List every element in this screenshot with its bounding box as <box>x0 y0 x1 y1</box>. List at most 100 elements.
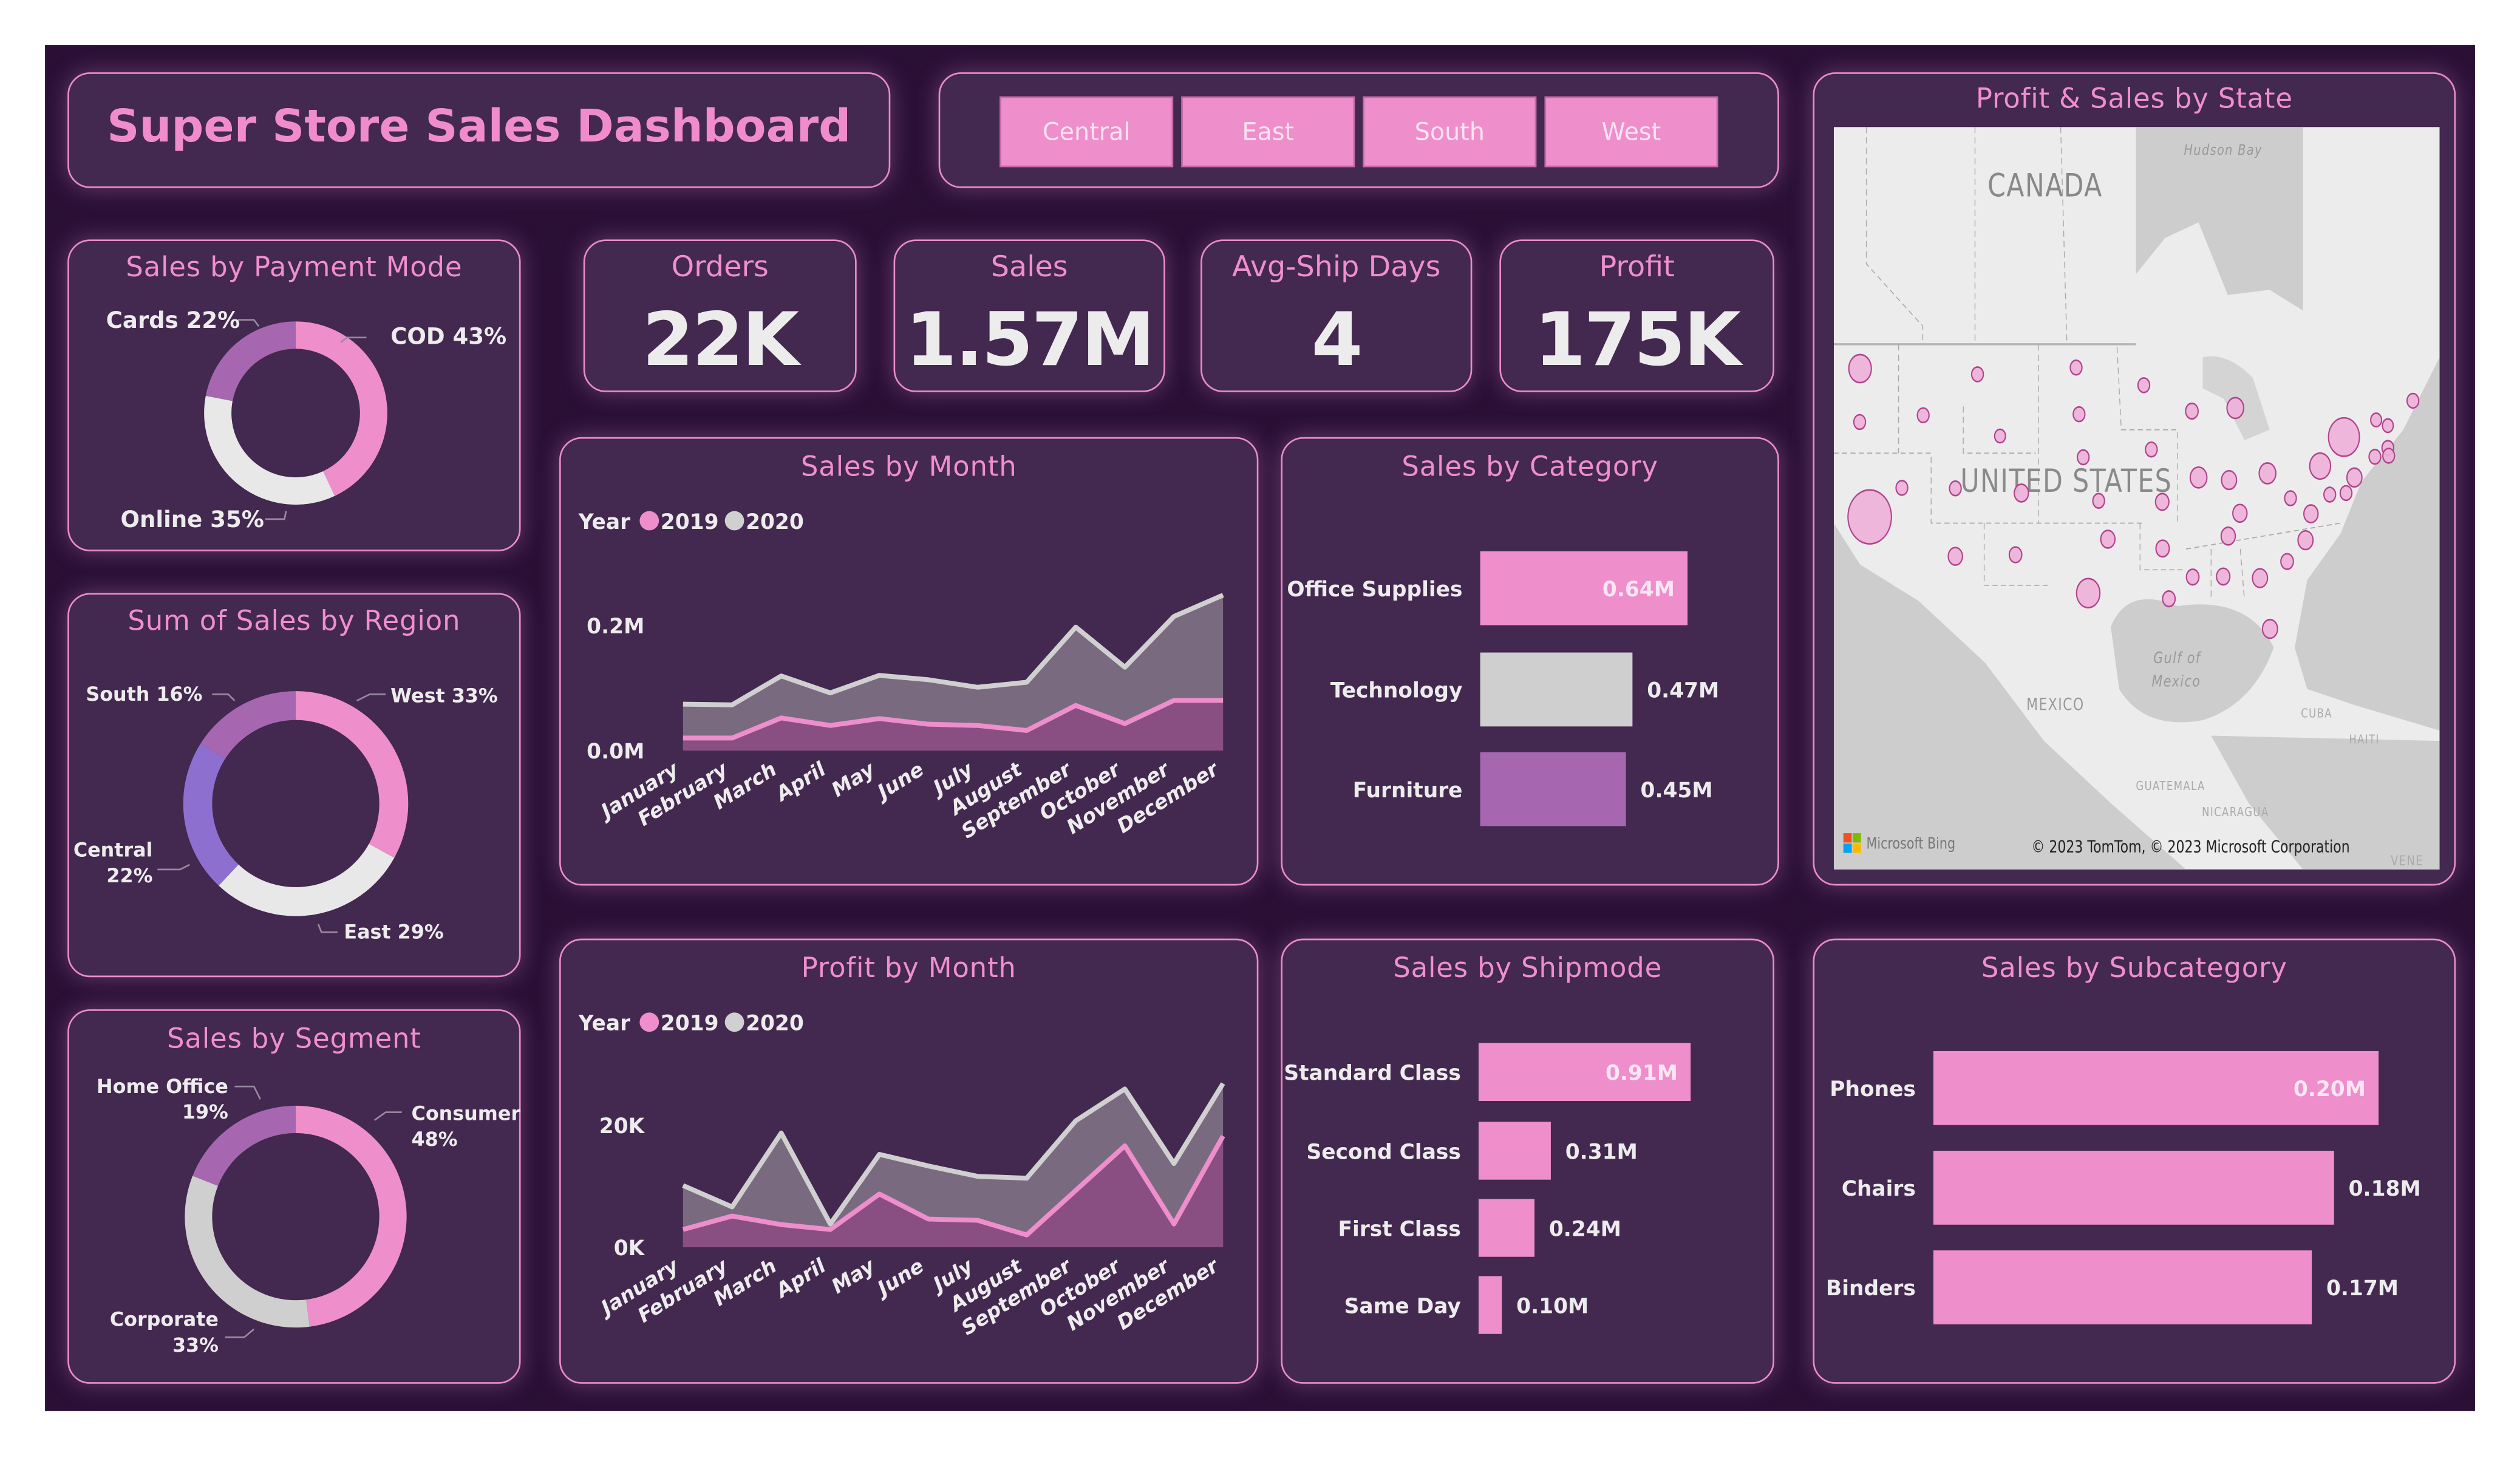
map-label-canada: CANADA <box>1987 167 2103 205</box>
state-bubble[interactable] <box>2137 377 2151 393</box>
state-bubble[interactable] <box>2309 452 2332 480</box>
kpi-value: 1.57M <box>905 295 1155 383</box>
region-button-west[interactable]: West <box>1544 96 1718 168</box>
state-bubble[interactable] <box>2008 546 2023 564</box>
map-label-guatemala: GUATEMALA <box>2136 780 2205 794</box>
state-bubble[interactable] <box>2221 469 2238 491</box>
state-bubble[interactable] <box>2346 467 2363 488</box>
profit-by-month-panel: Profit by Month <box>559 938 1259 1384</box>
state-bubble[interactable] <box>2297 530 2314 551</box>
segment-panel: Sales by Segment <box>67 1009 521 1384</box>
state-bubble[interactable] <box>1970 366 1984 383</box>
state-bubble[interactable] <box>2232 503 2248 523</box>
state-bubble[interactable] <box>2072 406 2086 423</box>
state-bubble[interactable] <box>2382 448 2396 464</box>
panel-title: Sales by Payment Mode <box>126 252 463 285</box>
state-bubble[interactable] <box>1848 353 1872 384</box>
map-water-caribbean <box>2211 735 2440 870</box>
panel-title: Sales by Shipmode <box>1393 953 1663 986</box>
microsoft-logo-square <box>1852 833 1861 843</box>
sales-by-category-panel: Sales by Category <box>1281 437 1779 886</box>
state-bubble[interactable] <box>1949 480 1962 497</box>
map-label-nicaragua: NICARAGUA <box>2202 805 2269 819</box>
state-bubble[interactable] <box>2328 417 2360 457</box>
kpi-value: 4 <box>1311 295 1363 383</box>
state-bubble[interactable] <box>1994 428 2006 444</box>
state-bubble[interactable] <box>2185 568 2200 586</box>
panel-title: Sales by Segment <box>166 1023 421 1056</box>
state-map[interactable]: CANADA UNITED STATES Hudson Bay Gulf of Mexi… <box>1833 127 2440 870</box>
state-bubble[interactable] <box>2226 397 2244 420</box>
state-bubble[interactable] <box>2069 359 2083 376</box>
map-label-gulf2: Mexico <box>2152 672 2201 690</box>
map-label-gulf1: Gulf of <box>2153 649 2202 667</box>
state-bubble[interactable] <box>2100 530 2116 549</box>
sales-by-month-panel: Sales by Month <box>559 437 1259 886</box>
payment-mode-panel: Sales by Payment Mode <box>67 239 521 551</box>
kpi-label: Profit <box>1599 250 1675 285</box>
state-bubble[interactable] <box>2284 490 2297 506</box>
sales-by-subcategory-panel: Sales by Subcategory <box>1813 938 2456 1384</box>
map-label-us: UNITED STATES <box>1960 463 2172 500</box>
state-bubble[interactable] <box>1847 489 1892 545</box>
state-bubble[interactable] <box>2368 448 2382 465</box>
state-bubble[interactable] <box>2189 466 2208 489</box>
state-bubble[interactable] <box>2382 418 2394 434</box>
page-title: Super Store Sales Dashboard <box>107 100 851 153</box>
state-bubble[interactable] <box>2303 504 2319 523</box>
state-bubble[interactable] <box>1895 480 1909 496</box>
state-bubble[interactable] <box>2145 441 2158 458</box>
state-bubble[interactable] <box>2261 619 2278 639</box>
state-bubble[interactable] <box>2154 492 2170 511</box>
state-bubble[interactable] <box>2220 526 2236 546</box>
microsoft-logo-square <box>1852 843 1861 853</box>
state-bubble[interactable] <box>2216 567 2231 586</box>
panel-title: Sales by Month <box>800 451 1017 484</box>
sales-by-shipmode-panel: Sales by Shipmode <box>1281 938 1774 1384</box>
region-button-south[interactable]: South <box>1363 96 1537 168</box>
state-bubble[interactable] <box>2252 568 2269 588</box>
region-button-east[interactable]: East <box>1181 96 1355 168</box>
state-bubble[interactable] <box>2077 449 2090 466</box>
map-water-gulf <box>2111 599 2274 723</box>
panel-title: Profit & Sales by State <box>1975 83 2293 116</box>
map-water-hudson-bay <box>2136 127 2303 311</box>
region-button-central[interactable]: Central <box>999 96 1174 168</box>
state-bubble[interactable] <box>2076 577 2101 608</box>
state-bubble[interactable] <box>2014 483 2029 503</box>
title-panel: Super Store Sales Dashboard <box>67 72 891 188</box>
state-bubble[interactable] <box>1947 547 1963 566</box>
kpi-label: Avg-Ship Days <box>1232 250 1441 285</box>
kpi-value: 175K <box>1534 295 1742 383</box>
state-bubble[interactable] <box>2162 590 2176 608</box>
state-bubble[interactable] <box>2258 462 2277 485</box>
state-bubble[interactable] <box>2339 485 2353 502</box>
state-bubble[interactable] <box>1853 414 1867 431</box>
state-bubble[interactable] <box>2370 412 2383 428</box>
panel-title: Profit by Month <box>801 953 1017 986</box>
kpi-avg-ship-days: Avg-Ship Days 4 <box>1200 239 1473 392</box>
state-bubble[interactable] <box>2323 486 2337 503</box>
state-bubble[interactable] <box>2406 392 2420 409</box>
state-bubble[interactable] <box>2185 402 2199 420</box>
state-bubble[interactable] <box>2155 539 2170 558</box>
kpi-label: Sales <box>990 250 1068 285</box>
panel-title: Sum of Sales by Region <box>128 605 461 638</box>
state-bubble[interactable] <box>1916 407 1930 424</box>
kpi-label: Orders <box>671 250 769 285</box>
map-canvas[interactable]: CANADA UNITED STATES Hudson Bay Gulf of Mexi… <box>1833 127 2440 870</box>
map-label-mexico: MEXICO <box>2026 695 2084 714</box>
panel-title: Sales by Category <box>1401 451 1658 484</box>
map-label-haiti: HAITI <box>2349 733 2379 747</box>
microsoft-logo-square <box>1843 843 1852 853</box>
map-label-vene: VENE <box>2391 853 2423 868</box>
map-water-pacific <box>1833 523 2186 870</box>
state-bubble[interactable] <box>2280 553 2294 570</box>
state-bubble[interactable] <box>2092 492 2105 509</box>
kpi-sales: Sales 1.57M <box>893 239 1165 392</box>
map-water-atlantic <box>2294 357 2440 731</box>
bing-attribution: Microsoft Bing <box>1867 835 1956 853</box>
map-copyright: © 2023 TomTom, © 2023 Microsoft Corporat… <box>2031 837 2349 856</box>
region-sales-panel: Sum of Sales by Region <box>67 593 521 978</box>
